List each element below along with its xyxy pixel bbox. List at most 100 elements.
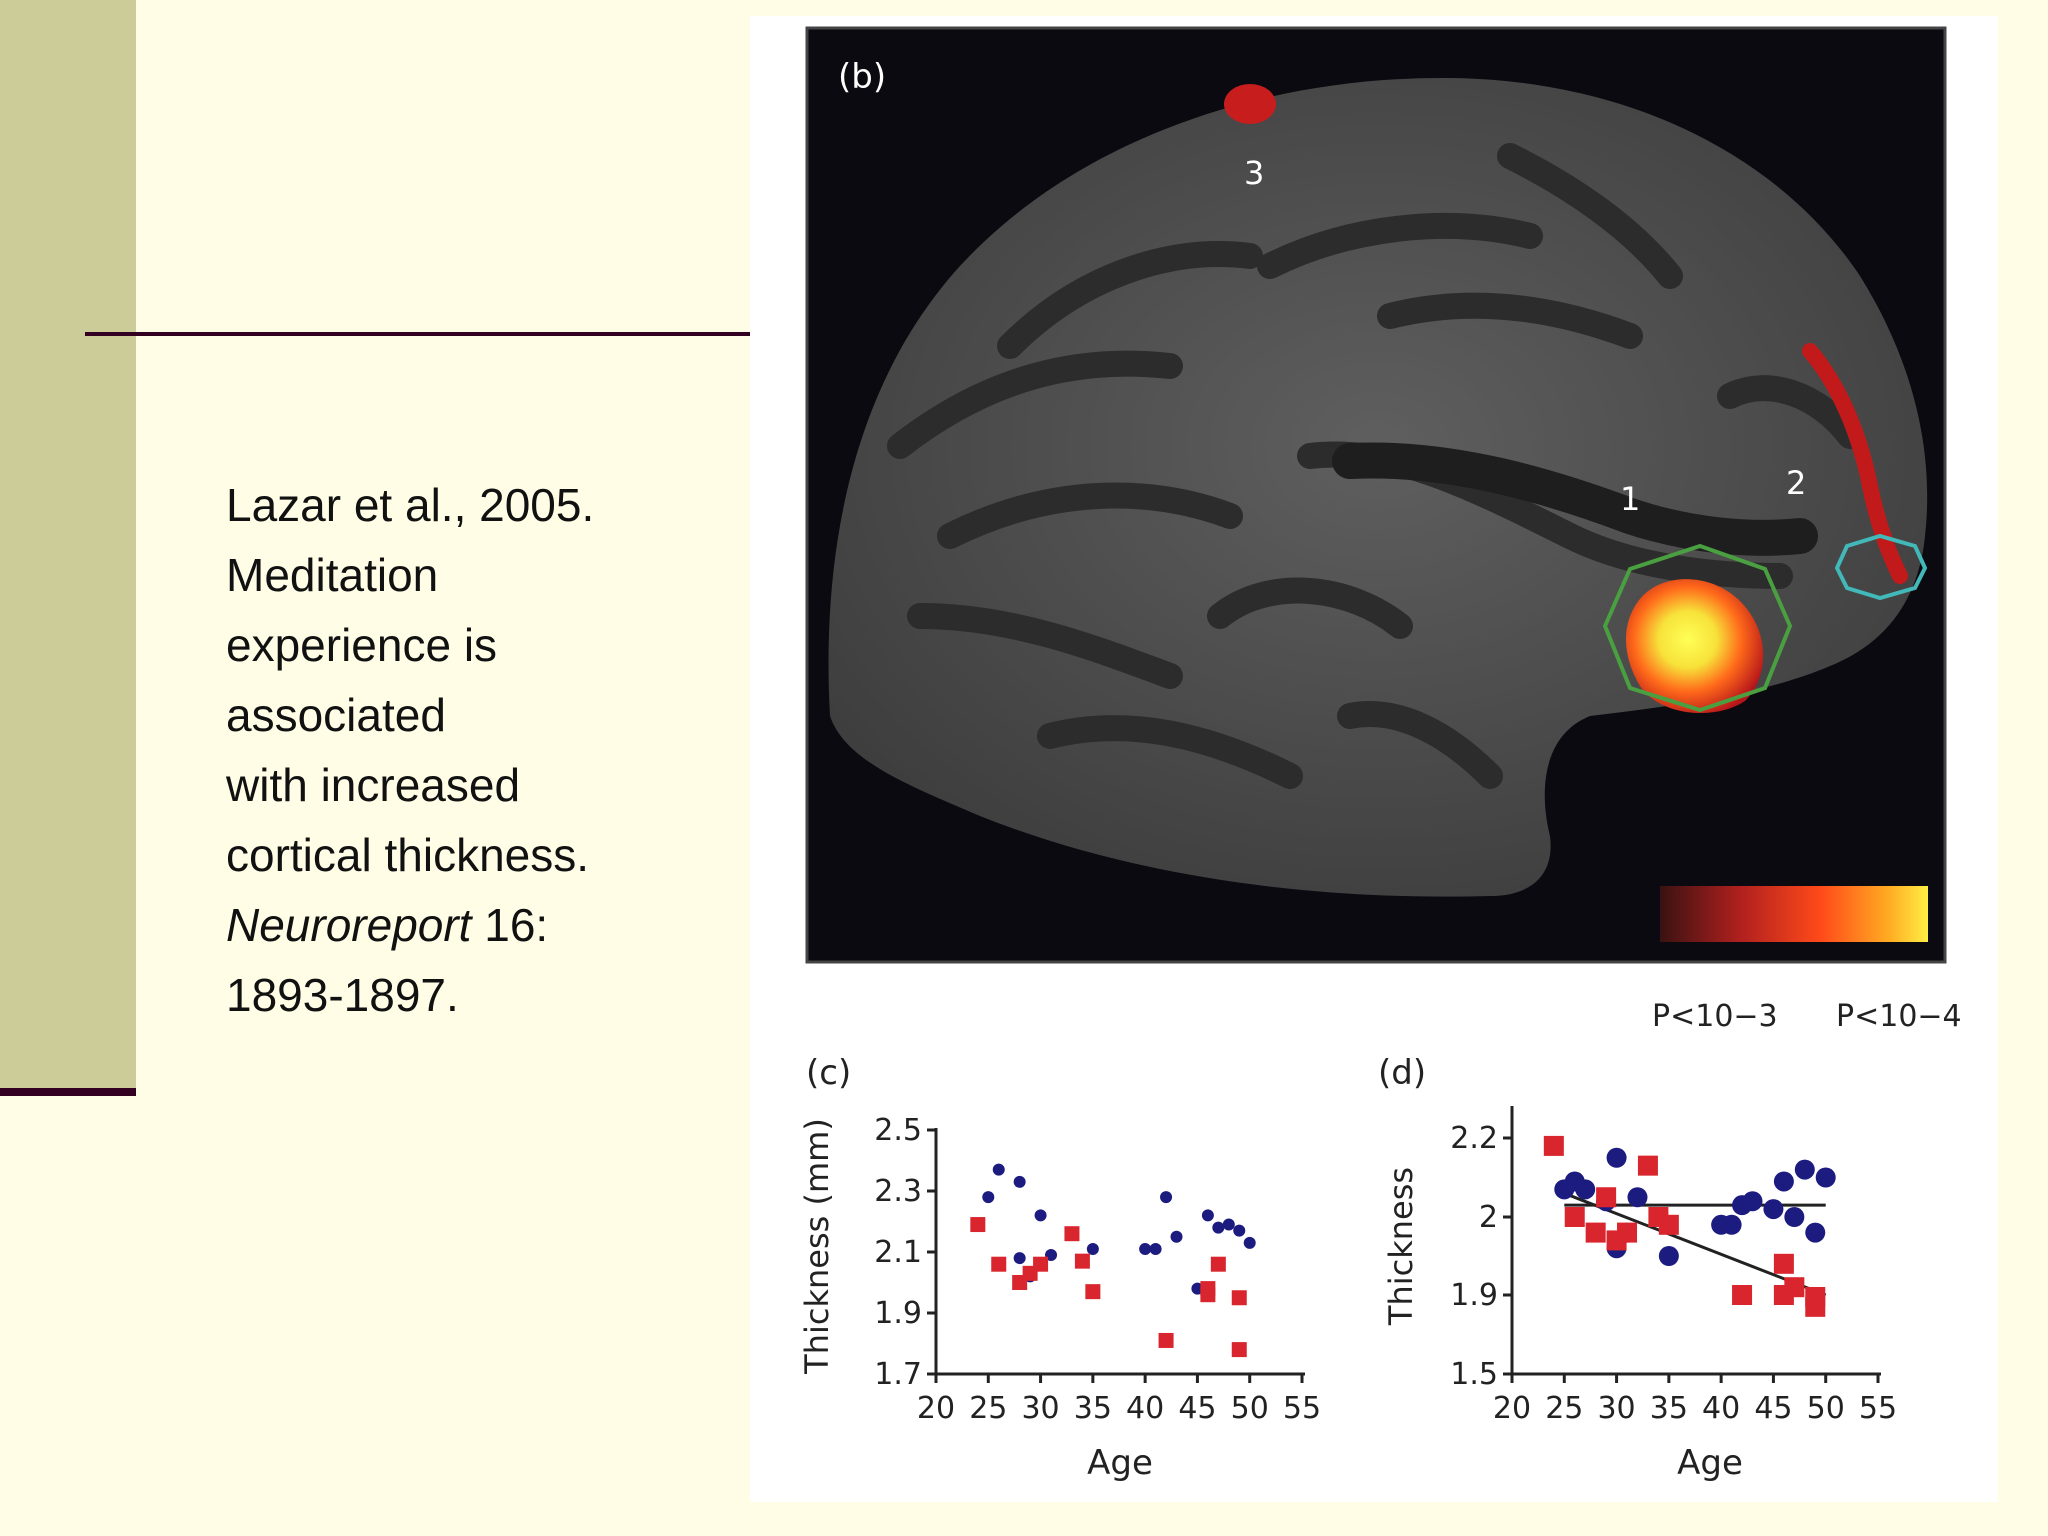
data-point-square (1585, 1222, 1606, 1243)
points-c (970, 1163, 1256, 1358)
data-point-circle (1658, 1246, 1679, 1266)
title-divider (85, 332, 753, 336)
y-axis-label-c: Thickness (mm) (798, 1118, 836, 1375)
data-point-square (1033, 1256, 1049, 1272)
y-tick-label: 1.7 (874, 1357, 922, 1392)
x-tick-label: 45 (1754, 1391, 1792, 1426)
panel-d-label: (d) (1378, 1053, 1426, 1093)
region-2-outline-cyan-icon (1834, 533, 1928, 601)
data-point-circle (992, 1163, 1005, 1176)
x-tick-label: 30 (1021, 1391, 1059, 1426)
region-label-3: 3 (1244, 154, 1264, 192)
colorbar-high-label: P<10−4 (1836, 999, 1962, 1034)
data-point-circle (1212, 1221, 1225, 1234)
x-tick-label: 55 (1283, 1391, 1321, 1426)
x-axis-label-d: Age (1677, 1443, 1743, 1483)
data-point-circle (1763, 1199, 1784, 1220)
x-tick-label: 35 (1650, 1391, 1688, 1426)
region-label-1: 1 (1620, 480, 1640, 518)
panel-b-label: (b) (838, 57, 886, 97)
citation-line: associated (226, 689, 446, 741)
data-point-square (1210, 1256, 1226, 1272)
y-tick-label: 1.5 (1450, 1357, 1498, 1392)
citation-line: experience is (226, 619, 498, 671)
x-tick-label: 35 (1074, 1391, 1112, 1426)
x-tick-label: 40 (1702, 1391, 1740, 1426)
brain-panel: (b) 3 2 1 P<10−3 P<10−4 (805, 26, 1962, 1034)
x-tick-label: 25 (1545, 1391, 1583, 1426)
citation-text: Lazar et al., 2005. Meditation experienc… (226, 470, 746, 1030)
x-tick-label: 40 (1126, 1391, 1164, 1426)
activation-region-2 (1802, 343, 1908, 584)
data-point-square (1231, 1342, 1247, 1358)
data-point-circle (1815, 1167, 1836, 1188)
data-point-square (1200, 1281, 1216, 1297)
data-point-square (1564, 1207, 1585, 1227)
y-tick-label: 2.2 (1450, 1121, 1498, 1156)
data-point-circle (1773, 1171, 1794, 1192)
y-tick-label: 1.9 (1450, 1278, 1498, 1313)
data-point-square (1064, 1226, 1080, 1242)
data-point-square (1732, 1285, 1753, 1305)
citation-line: Lazar et al., 2005. (226, 479, 595, 531)
x-tick-label: 25 (969, 1391, 1007, 1426)
citation-line: with increased (226, 759, 521, 811)
x-tick-label: 55 (1859, 1391, 1897, 1426)
x-tick-label: 20 (1493, 1391, 1531, 1426)
figure-panel: (b) 3 2 1 P<10−3 P<10−4 (c) 20 25 30 35 40 45… (750, 16, 1998, 1502)
x-tick-label: 20 (917, 1391, 955, 1426)
figure-svg: (b) 3 2 1 P<10−3 P<10−4 (c) 20 25 30 35 40 45… (798, 26, 1962, 1483)
panel-c-label: (c) (806, 1053, 851, 1093)
x-tick-label: 50 (1807, 1391, 1845, 1426)
data-point-circle (1742, 1191, 1763, 1212)
data-point-square (1658, 1214, 1679, 1235)
data-point-square (1074, 1253, 1090, 1269)
activation-region-3 (1224, 84, 1276, 124)
x-tick-label: 50 (1231, 1391, 1269, 1426)
scatter-chart-d: (d) 20 25 30 35 40 45 50 55 1.5 1.9 2 2.2 Age Thick… (1378, 1053, 1897, 1483)
data-point-circle (1222, 1218, 1235, 1231)
data-point-circle (1086, 1242, 1099, 1255)
data-point-circle (1575, 1179, 1596, 1200)
citation-line: cortical thickness. (226, 829, 590, 881)
data-point-circle (1170, 1230, 1183, 1243)
sidebar-underline (0, 1088, 136, 1096)
activation-region-1 (1625, 579, 1764, 713)
y-tick-label: 2.3 (874, 1174, 922, 1209)
ticks-d: 20 25 30 35 40 45 50 55 1.5 1.9 2 2.2 (1450, 1121, 1897, 1426)
data-point-circle (1013, 1175, 1026, 1188)
x-tick-label: 45 (1178, 1391, 1216, 1426)
region-label-2: 2 (1786, 464, 1806, 502)
journal-name: Neuroreport (226, 899, 472, 951)
scatter-chart-c: (c) 20 25 30 35 40 45 50 551.71.92.12.32.5 Age … (798, 1053, 1321, 1483)
citation-line: Meditation (226, 549, 439, 601)
x-axis-label-c: Age (1087, 1443, 1153, 1483)
data-point-square (1805, 1296, 1826, 1317)
data-point-square (1231, 1290, 1247, 1306)
data-point-circle (1013, 1252, 1026, 1265)
data-point-circle (1149, 1242, 1162, 1255)
data-point-square (1158, 1332, 1174, 1348)
data-point-square (1596, 1187, 1617, 1208)
data-point-square (970, 1217, 986, 1233)
data-point-circle (1034, 1209, 1047, 1222)
data-point-circle (1784, 1207, 1805, 1227)
data-point-square (991, 1256, 1007, 1272)
y-tick-label: 2 (1479, 1200, 1498, 1235)
colorbar-low-label: P<10−3 (1652, 999, 1778, 1034)
data-point-square (1784, 1277, 1805, 1298)
x-tick-label: 30 (1597, 1391, 1635, 1426)
points-d (1543, 1135, 1836, 1317)
data-point-square (1637, 1155, 1658, 1176)
region-1-outline-green-icon (1602, 543, 1793, 713)
citation-pages: 1893-1897. (226, 969, 459, 1021)
data-point-circle (1139, 1242, 1152, 1255)
y-axis-label-d: Thickness (1382, 1167, 1420, 1326)
data-point-circle (1794, 1159, 1815, 1180)
data-point-circle (1160, 1191, 1173, 1204)
data-point-circle (1721, 1214, 1742, 1235)
journal-volume: 16: (471, 899, 549, 951)
data-point-circle (982, 1191, 995, 1204)
data-point-square (1773, 1253, 1794, 1274)
y-tick-label: 2.5 (874, 1113, 922, 1148)
